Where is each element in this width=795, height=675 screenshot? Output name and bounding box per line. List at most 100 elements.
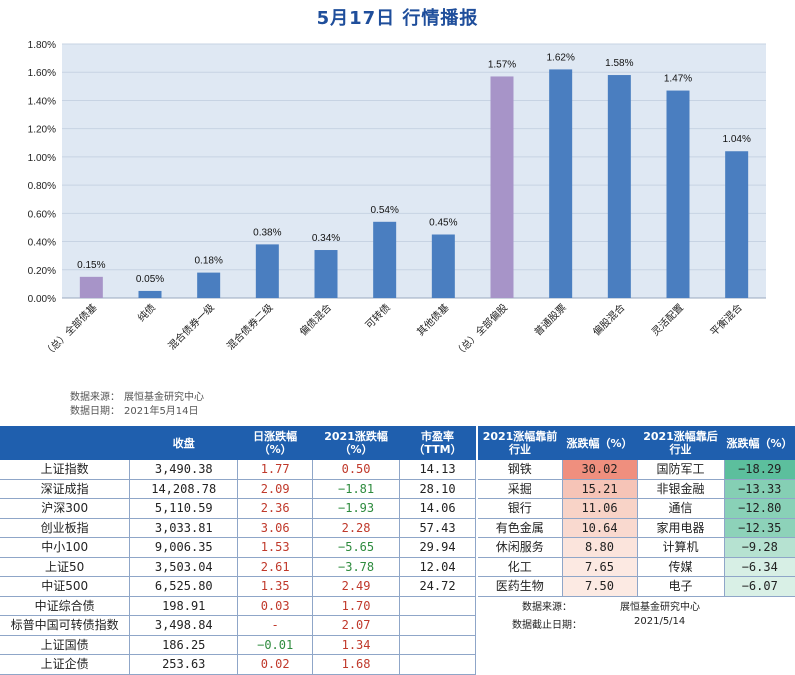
industry-header-bot-val: 涨跌幅（%） — [724, 426, 795, 460]
x-tick-label: 其他债基 — [414, 301, 451, 338]
bottom-industry: 非银金融 — [637, 479, 725, 499]
bar — [549, 69, 573, 299]
industry-header-top: 2021涨幅靠前 行业 — [478, 426, 562, 460]
top-industry: 休闲服务 — [478, 537, 563, 558]
index-pe: 57.43 — [399, 518, 476, 538]
bottom-industry-change: −12.35 — [724, 518, 795, 538]
bar — [79, 276, 103, 298]
bottom-industry-change: −6.34 — [724, 557, 795, 577]
y-tick-label: 1.40% — [28, 96, 56, 107]
index-row: 中证综合债 198.91 0.03 1.70 — [0, 596, 476, 616]
industry-header-bot-text: 2021涨幅靠后 行业 — [643, 430, 718, 456]
index-day-change: 2.61 — [237, 557, 314, 577]
bar — [197, 272, 221, 298]
y-tick-label: 0.80% — [28, 181, 56, 192]
data-label: 0.15% — [77, 260, 105, 271]
index-ytd-change: 0.50 — [312, 460, 401, 480]
y-tick-label: 0.40% — [28, 238, 56, 249]
industry-date-val: 2021/5/14 — [634, 616, 685, 627]
y-tick-label: 0.60% — [28, 209, 56, 220]
index-name: 沪深300 — [0, 498, 131, 519]
top-industry-change: 7.65 — [562, 557, 638, 577]
bottom-industry-change: −9.28 — [724, 537, 795, 558]
index-name: 中证500 — [0, 576, 131, 597]
index-ytd-change: −3.78 — [312, 557, 401, 577]
bottom-industry: 通信 — [637, 498, 725, 519]
index-close: 6,525.80 — [129, 576, 239, 597]
index-name: 深证成指 — [0, 479, 131, 499]
date-value: 2021年5月14日 — [124, 406, 199, 417]
index-day-change: - — [237, 615, 314, 636]
data-label: 0.34% — [312, 233, 340, 244]
index-row: 上证50 3,503.04 2.61 −3.78 12.04 — [0, 557, 476, 577]
index-ytd-change: 2.07 — [312, 615, 401, 636]
bottom-industry: 国防军工 — [637, 460, 725, 480]
index-pe: 12.04 — [399, 557, 476, 577]
data-label: 0.45% — [429, 218, 457, 229]
data-label: 1.04% — [722, 134, 750, 145]
index-name: 中证综合债 — [0, 596, 131, 616]
index-header-close: 收盘 — [129, 426, 238, 460]
bar — [666, 90, 690, 298]
y-tick-label: 0.00% — [28, 294, 56, 305]
index-header-ytd-text: 2021涨跌幅 （%） — [324, 430, 388, 456]
x-tick-label: （总）全部债基 — [41, 301, 100, 360]
index-day-change: −0.01 — [237, 635, 314, 655]
index-row: 中证500 6,525.80 1.35 2.49 24.72 — [0, 576, 476, 597]
bottom-industry: 家用电器 — [637, 518, 725, 538]
industry-row: 医药生物 7.50 电子 −6.07 — [478, 576, 795, 597]
index-name: 上证企债 — [0, 654, 131, 675]
index-ytd-change: 2.28 — [312, 518, 401, 538]
x-tick-label: 平衡混合 — [707, 301, 744, 338]
index-name: 上证指数 — [0, 460, 131, 480]
index-row: 深证成指 14,208.78 2.09 −1.81 28.10 — [0, 479, 476, 499]
x-tick-label: 偏股混合 — [590, 301, 627, 338]
top-industry: 有色金属 — [478, 518, 563, 538]
x-tick-label: 偏债混合 — [297, 301, 334, 338]
top-industry: 钢铁 — [478, 460, 563, 480]
industry-date-key: 数据截止日期： — [512, 620, 582, 631]
index-table: 收盘 日涨跌幅 （%） 2021涨跌幅 （%） 市盈率 （TTM） 上证指数 3,… — [0, 426, 476, 675]
index-day-change: 0.03 — [237, 596, 314, 616]
index-pe — [399, 635, 476, 655]
index-name: 中小100 — [0, 537, 131, 558]
top-industry-change: 8.80 — [562, 537, 638, 558]
y-tick-label: 0.20% — [28, 266, 56, 277]
top-industry-change: 11.06 — [562, 498, 638, 519]
index-pe: 24.72 — [399, 576, 476, 597]
industry-row: 银行 11.06 通信 −12.80 — [478, 498, 795, 519]
bar-chart: 0.00% 0.20% 0.40% 0.60% 0.80% 1.00% 1.20% 1.40%… — [28, 40, 766, 360]
data-label: 0.18% — [194, 256, 222, 267]
bottom-industry: 计算机 — [637, 537, 725, 558]
index-day-change: 2.36 — [237, 498, 314, 519]
bar — [138, 290, 162, 298]
index-pe: 28.10 — [399, 479, 476, 499]
bottom-industry-change: −12.80 — [724, 498, 795, 519]
bottom-industry: 电子 — [637, 576, 725, 597]
index-name: 标普中国可转债指数 — [0, 615, 131, 636]
y-tick-label: 1.60% — [28, 68, 56, 79]
data-label: 0.38% — [253, 227, 281, 238]
data-label: 1.47% — [664, 74, 692, 85]
index-header-pe: 市盈率 （TTM） — [399, 426, 476, 460]
bar — [490, 76, 514, 298]
industry-row: 钢铁 30.02 国防军工 −18.29 — [478, 460, 795, 480]
index-close: 5,110.59 — [129, 498, 239, 519]
index-ytd-change: −1.81 — [312, 479, 401, 499]
index-ytd-change: −5.65 — [312, 537, 401, 558]
index-name: 创业板指 — [0, 518, 131, 538]
top-industry-change: 30.02 — [562, 460, 638, 480]
page-title: 5月17日 行情播报 — [316, 8, 479, 29]
top-industry-change: 15.21 — [562, 479, 638, 499]
index-day-change: 2.09 — [237, 479, 314, 499]
industry-header-top-val: 涨跌幅（%） — [562, 426, 637, 460]
industry-header-bot: 2021涨幅靠后 行业 — [637, 426, 724, 460]
data-label: 1.62% — [546, 52, 574, 63]
x-tick-label: 灵活配置 — [649, 302, 686, 339]
index-day-change: 1.77 — [237, 460, 314, 480]
bottom-industry-change: −18.29 — [724, 460, 795, 480]
top-industry: 医药生物 — [478, 576, 563, 597]
industry-row: 化工 7.65 传媒 −6.34 — [478, 557, 795, 577]
data-label: 1.57% — [488, 59, 516, 70]
index-pe — [399, 654, 476, 675]
